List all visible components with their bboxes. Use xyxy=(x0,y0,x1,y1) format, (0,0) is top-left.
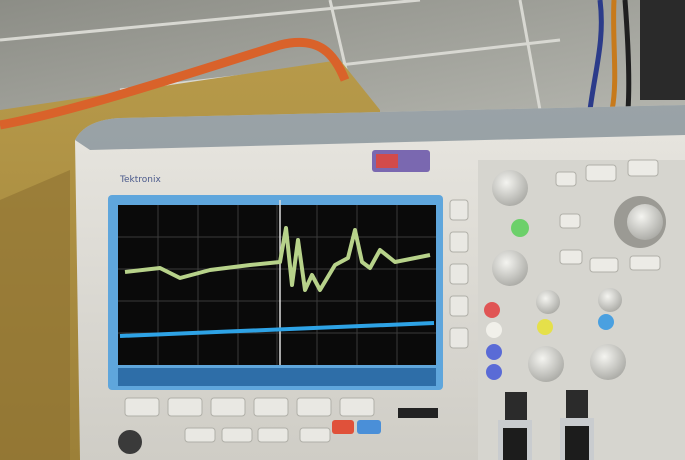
knob xyxy=(528,346,564,382)
usb-slot xyxy=(398,408,438,418)
knob xyxy=(492,250,528,286)
button-blue-channel xyxy=(486,364,502,380)
brand: Tektronix xyxy=(119,175,161,185)
status-bar xyxy=(118,368,436,386)
button-red-channel xyxy=(484,302,500,318)
button-blue-channel xyxy=(486,344,502,360)
rack xyxy=(640,0,685,100)
button-red xyxy=(332,420,354,434)
page: Tektronix xyxy=(0,0,685,460)
knob xyxy=(598,288,622,312)
button-light-blue xyxy=(598,314,614,330)
photo: Tektronix xyxy=(0,0,685,460)
button-blue xyxy=(357,420,381,434)
button-green xyxy=(511,219,529,237)
power-button xyxy=(118,430,142,454)
table-shadow xyxy=(0,170,70,460)
button-yellow xyxy=(537,319,553,335)
knob xyxy=(627,204,663,240)
knob xyxy=(536,290,560,314)
knob xyxy=(492,170,528,206)
logo-badge-red xyxy=(376,154,398,168)
button-white xyxy=(486,322,502,338)
knob xyxy=(590,344,626,380)
